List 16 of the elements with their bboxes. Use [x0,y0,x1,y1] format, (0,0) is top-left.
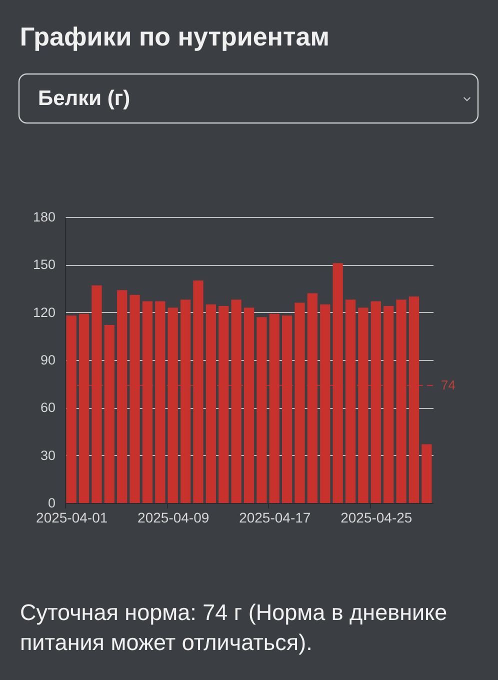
y-tick-label: 150 [32,257,56,272]
y-tick-label: 180 [32,210,56,224]
x-tick-label: 2025-04-25 [340,510,412,526]
x-tick-label: 2025-04-09 [138,510,210,526]
chart-title: Графики по нутриентам [20,21,330,52]
chart-subtitle: Белки (г) [38,87,130,110]
y-tick-label: 120 [32,304,56,320]
x-tick-label: 2025-04-17 [239,510,311,526]
bar [422,444,432,503]
ref-line-label: 74 [441,377,456,392]
y-tick-label: 0 [48,496,56,510]
text: Суточная норма: 74 г (Норма в дневнике питания может отличаться). [20,600,448,655]
y-tick-label: 30 [40,448,56,463]
y-tick-label: 60 [40,400,56,416]
y-tick-label: 90 [40,352,56,368]
x-tick-label: 2025-04-01 [36,510,108,526]
